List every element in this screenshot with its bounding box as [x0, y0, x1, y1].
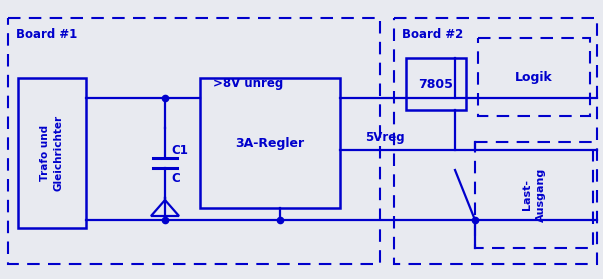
Text: Last-
Ausgang: Last- Ausgang: [522, 168, 546, 222]
Text: C1: C1: [171, 143, 188, 157]
Text: Board #1: Board #1: [16, 28, 77, 40]
Bar: [394, 18, 597, 264]
Text: 5Vreg: 5Vreg: [365, 131, 405, 144]
Text: Trafo und
Gleichrichter: Trafo und Gleichrichter: [40, 115, 63, 191]
Text: 7805: 7805: [418, 78, 453, 90]
Text: Board #2: Board #2: [402, 28, 463, 40]
Text: Logik: Logik: [515, 71, 553, 83]
Bar: [478, 38, 590, 116]
Bar: [18, 78, 86, 228]
Text: >8V unreg: >8V unreg: [213, 77, 283, 90]
Bar: [475, 142, 593, 248]
Text: 3A-Regler: 3A-Regler: [235, 136, 305, 150]
Bar: [406, 58, 466, 110]
Bar: [200, 78, 340, 208]
Bar: [8, 18, 380, 264]
Text: C: C: [171, 172, 180, 184]
